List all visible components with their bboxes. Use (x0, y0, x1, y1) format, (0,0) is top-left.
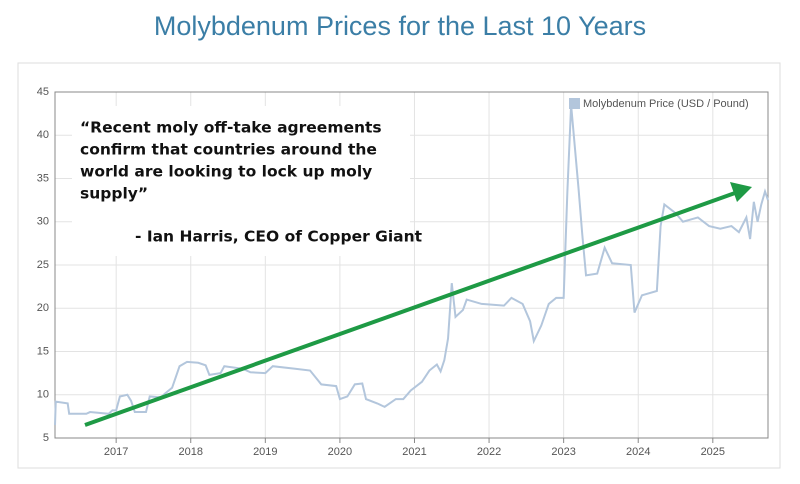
y-tick-label: 35 (37, 172, 49, 184)
annotation-box (72, 106, 410, 256)
y-tick-label: 30 (37, 216, 49, 228)
legend-swatch (569, 98, 580, 109)
chart-title: Molybdenum Prices for the Last 10 Years (154, 11, 646, 41)
x-tick-label: 2018 (178, 446, 202, 458)
quote-line: confirm that countries around the (80, 141, 377, 159)
y-tick-label: 40 (37, 129, 49, 141)
legend-label: Molybdenum Price (USD / Pound) (583, 98, 749, 110)
trend-arrow (84, 191, 736, 427)
quote-line: “Recent moly off-take agreements (80, 119, 382, 137)
quote-line: supply” (80, 185, 148, 203)
x-tick-label: 2017 (104, 446, 128, 458)
x-tick-label: 2025 (701, 446, 725, 458)
quote-author: - Ian Harris, CEO of Copper Giant (135, 228, 423, 246)
x-tick-label: 2022 (477, 446, 501, 458)
x-tick-label: 2021 (402, 446, 426, 458)
x-tick-label: 2024 (626, 446, 650, 458)
y-tick-label: 45 (37, 86, 49, 98)
y-tick-label: 5 (43, 432, 49, 444)
x-tick-label: 2020 (328, 446, 352, 458)
y-tick-label: 15 (37, 345, 49, 357)
x-tick-label: 2023 (551, 446, 575, 458)
y-tick-label: 10 (37, 389, 49, 401)
y-tick-label: 20 (37, 302, 49, 314)
plot-border (54, 91, 769, 439)
x-tick-label: 2019 (253, 446, 277, 458)
chart-frame (17, 62, 781, 469)
y-tick-label: 25 (37, 259, 49, 271)
trend-arrow-head (730, 182, 752, 202)
quote-line: world are looking to lock up moly (80, 163, 372, 181)
